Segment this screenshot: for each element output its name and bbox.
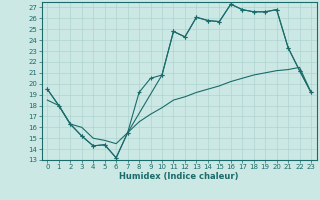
X-axis label: Humidex (Indice chaleur): Humidex (Indice chaleur) [119,172,239,181]
